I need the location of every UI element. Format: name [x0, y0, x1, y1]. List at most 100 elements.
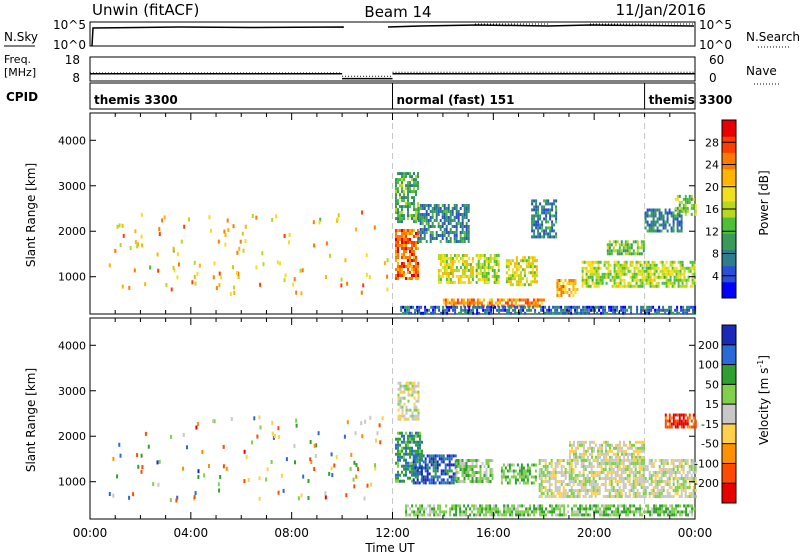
data-cell: [245, 455, 248, 459]
data-cell: [529, 262, 532, 266]
data-cell: [596, 305, 599, 309]
data-cell: [654, 214, 657, 218]
data-cell: [482, 298, 485, 302]
data-cell: [112, 456, 115, 461]
data-cell: [457, 275, 460, 278]
data-cell: [628, 249, 631, 253]
data-cell: [669, 513, 672, 517]
data-cell: [439, 275, 442, 278]
data-cell: [447, 275, 450, 278]
data-cell: [515, 510, 518, 514]
data-cell: [632, 489, 635, 492]
data-cell: [635, 272, 638, 276]
data-cell: [463, 471, 466, 474]
data-cell: [577, 510, 580, 514]
data-cell: [684, 203, 687, 207]
data-cell: [585, 504, 588, 508]
data-cell: [692, 489, 695, 492]
data-cell: [646, 305, 649, 309]
data-cell: [445, 240, 448, 243]
data-cell: [144, 431, 147, 436]
data-cell: [505, 265, 508, 269]
data-cell: [335, 455, 338, 460]
data-cell: [645, 260, 648, 264]
data-cell: [429, 510, 432, 514]
data-cell: [618, 474, 621, 477]
data-cell: [538, 459, 541, 462]
data-cell: [487, 260, 490, 263]
data-cell: [571, 443, 573, 447]
data-cell: [577, 507, 580, 511]
data-cell: [493, 278, 496, 281]
data-cell: [671, 504, 674, 508]
data-cell: [585, 278, 588, 282]
data-cell: [493, 510, 496, 514]
data-cell: [397, 461, 399, 465]
data-cell: [689, 504, 692, 508]
data-cell: [617, 446, 619, 450]
data-cell: [672, 489, 675, 492]
cpid-segment-label: normal (fast) 151: [397, 93, 515, 107]
data-cell: [691, 284, 694, 288]
data-cell: [570, 486, 573, 489]
data-cell: [411, 384, 414, 388]
data-cell: [621, 266, 624, 270]
data-cell: [682, 477, 685, 480]
data-cell: [265, 477, 268, 482]
data-cell: [157, 268, 160, 273]
data-cell: [112, 493, 115, 498]
data-cell: [405, 238, 407, 241]
data-cell: [597, 263, 600, 267]
data-cell: [632, 495, 635, 498]
data-cell: [411, 437, 413, 441]
data-cell: [423, 507, 426, 511]
data-cell: [471, 275, 474, 278]
data-cell: [584, 492, 587, 495]
data-cell: [662, 495, 665, 498]
data-cell: [533, 208, 536, 212]
data-cell: [554, 462, 557, 465]
data-cell: [419, 434, 421, 438]
data-cell: [653, 504, 656, 508]
data-cell: [502, 475, 505, 479]
data-cell: [623, 272, 626, 276]
data-cell: [469, 281, 472, 284]
data-cell: [463, 510, 466, 514]
data-cell: [570, 495, 573, 498]
data-cell: [407, 434, 409, 438]
data-cell: [439, 240, 442, 243]
colorbar-segment: [722, 281, 736, 299]
data-cell: [650, 223, 653, 227]
data-cell: [423, 228, 426, 231]
nsearch-tick-top: 10^5: [699, 18, 732, 32]
data-cell: [613, 513, 616, 517]
data-cell: [560, 294, 563, 297]
data-cell: [469, 272, 472, 275]
data-cell: [459, 213, 462, 216]
data-cell: [463, 254, 466, 257]
data-cell: [299, 268, 302, 273]
data-cell: [665, 510, 668, 514]
data-cell: [449, 266, 452, 269]
data-cell: [607, 513, 610, 517]
data-cell: [225, 466, 228, 471]
data-cell: [551, 226, 554, 230]
data-cell: [606, 246, 609, 250]
data-cell: [414, 311, 417, 315]
data-cell: [688, 483, 691, 486]
data-cell: [594, 480, 597, 483]
data-cell: [603, 507, 606, 511]
data-cell: [624, 483, 627, 486]
data-cell: [692, 492, 695, 495]
data-cell: [432, 454, 435, 458]
data-cell: [592, 474, 595, 477]
data-cell: [431, 507, 434, 511]
data-cell: [691, 275, 694, 279]
data-cell: [584, 483, 587, 486]
data-cell: [403, 440, 405, 444]
data-cell: [554, 474, 557, 477]
data-cell: [407, 446, 409, 450]
data-cell: [451, 281, 454, 284]
data-cell: [442, 305, 445, 309]
data-cell: [646, 220, 649, 224]
